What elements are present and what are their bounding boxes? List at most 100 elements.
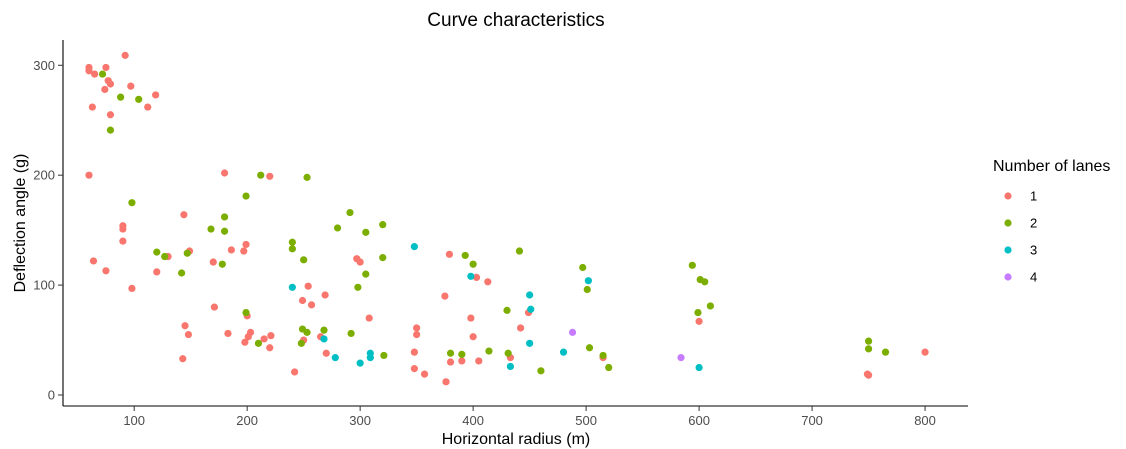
data-point-lanes-1 xyxy=(227,246,235,254)
data-point-lanes-2 xyxy=(469,260,477,268)
data-point-lanes-1 xyxy=(260,335,268,343)
data-point-lanes-2 xyxy=(178,269,186,277)
data-point-lanes-1 xyxy=(209,258,217,266)
data-point-lanes-2 xyxy=(346,208,354,217)
data-point-lanes-2 xyxy=(333,224,342,232)
chart-title: Curve characteristics xyxy=(427,10,604,31)
data-point-lanes-2 xyxy=(362,228,370,236)
x-tick-label: 400 xyxy=(462,413,484,428)
x-tick-label: 500 xyxy=(575,413,597,428)
data-point-lanes-1 xyxy=(267,332,275,340)
data-point-lanes-1 xyxy=(298,296,307,305)
data-point-lanes-2 xyxy=(303,173,311,181)
data-point-lanes-2 xyxy=(218,260,226,268)
data-point-lanes-2 xyxy=(537,367,545,375)
y-tick-label: 200 xyxy=(33,168,55,183)
x-tick-label: 300 xyxy=(349,413,371,428)
data-point-lanes-2 xyxy=(347,329,355,338)
data-point-lanes-1 xyxy=(410,348,418,356)
data-point-lanes-2 xyxy=(701,278,709,286)
data-point-lanes-1 xyxy=(864,371,873,379)
legend-title: Number of lanes xyxy=(993,158,1110,175)
data-point-lanes-1 xyxy=(180,211,188,219)
legend-items: 1 2 3 4 xyxy=(1004,189,1037,285)
data-point-lanes-1 xyxy=(181,322,189,330)
data-point-lanes-1 xyxy=(119,225,127,233)
data-point-lanes-1 xyxy=(441,292,449,300)
data-point-lanes-1 xyxy=(240,247,248,255)
data-point-lanes-1 xyxy=(242,240,250,249)
data-point-lanes-2 xyxy=(128,199,136,207)
data-point-lanes-2 xyxy=(297,339,305,347)
legend-label: 2 xyxy=(1030,216,1037,231)
data-point-lanes-2 xyxy=(153,248,161,256)
data-point-lanes-2 xyxy=(583,285,591,294)
data-point-lanes-3 xyxy=(526,339,534,347)
legend-key-3 xyxy=(1004,246,1012,254)
data-point-lanes-1 xyxy=(224,329,232,338)
data-point-lanes-2 xyxy=(257,171,265,179)
data-point-lanes-3 xyxy=(695,363,703,372)
data-point-lanes-1 xyxy=(101,85,109,94)
data-point-lanes-1 xyxy=(179,355,187,363)
data-point-lanes-1 xyxy=(365,314,373,322)
data-point-lanes-2 xyxy=(379,221,387,229)
data-point-lanes-2 xyxy=(354,283,362,291)
data-point-lanes-2 xyxy=(98,70,107,78)
data-point-lanes-3 xyxy=(288,283,296,291)
data-point-lanes-1 xyxy=(144,103,152,111)
data-point-lanes-1 xyxy=(184,330,193,339)
data-point-lanes-1 xyxy=(121,51,129,59)
data-point-lanes-2 xyxy=(485,347,493,355)
data-point-lanes-1 xyxy=(446,358,455,366)
data-point-lanes-4 xyxy=(677,354,685,362)
legend-label: 1 xyxy=(1030,189,1037,204)
data-point-lanes-2 xyxy=(117,93,125,101)
y-tick-label: 0 xyxy=(48,388,55,403)
data-point-lanes-3 xyxy=(527,305,535,313)
data-point-lanes-2 xyxy=(579,263,587,272)
data-point-lanes-1 xyxy=(413,324,421,332)
data-point-lanes-1 xyxy=(304,282,312,290)
data-point-lanes-3 xyxy=(366,354,374,362)
data-point-lanes-2 xyxy=(688,261,696,269)
data-point-lanes-1 xyxy=(89,257,98,265)
data-point-lanes-2 xyxy=(599,351,607,360)
data-point-lanes-2 xyxy=(106,126,115,134)
data-point-lanes-3 xyxy=(526,291,534,299)
data-point-lanes-3 xyxy=(506,362,515,371)
x-axis-title: Horizontal radius (m) xyxy=(442,431,590,448)
data-point-lanes-1 xyxy=(106,80,115,88)
data-point-lanes-1 xyxy=(921,348,929,356)
data-point-lanes-3 xyxy=(559,348,568,356)
data-point-lanes-2 xyxy=(379,254,387,262)
data-point-lanes-1 xyxy=(469,333,477,341)
data-point-lanes-2 xyxy=(242,308,250,317)
data-point-lanes-1 xyxy=(210,303,218,311)
data-point-lanes-1 xyxy=(266,172,274,180)
data-point-lanes-2 xyxy=(706,302,714,310)
data-point-lanes-1 xyxy=(266,344,274,352)
data-point-lanes-1 xyxy=(516,324,525,332)
data-point-lanes-2 xyxy=(864,345,873,353)
data-point-lanes-1 xyxy=(291,368,299,376)
data-point-lanes-3 xyxy=(410,243,418,251)
data-point-lanes-2 xyxy=(864,337,873,345)
data-point-lanes-1 xyxy=(88,103,96,111)
data-point-lanes-1 xyxy=(128,284,136,292)
data-point-lanes-1 xyxy=(445,250,454,258)
data-point-lanes-2 xyxy=(881,348,890,356)
data-point-lanes-3 xyxy=(584,277,592,285)
data-point-lanes-2 xyxy=(380,351,388,360)
data-point-lanes-2 xyxy=(504,349,512,357)
data-point-lanes-1 xyxy=(119,237,127,245)
y-tick-label: 100 xyxy=(33,278,55,293)
points-layer xyxy=(85,51,929,386)
data-point-lanes-2 xyxy=(288,245,296,253)
data-point-lanes-2 xyxy=(503,306,511,314)
data-point-lanes-1 xyxy=(241,338,249,346)
data-point-lanes-1 xyxy=(322,349,330,357)
data-point-lanes-2 xyxy=(161,252,169,261)
data-point-lanes-2 xyxy=(320,326,328,334)
